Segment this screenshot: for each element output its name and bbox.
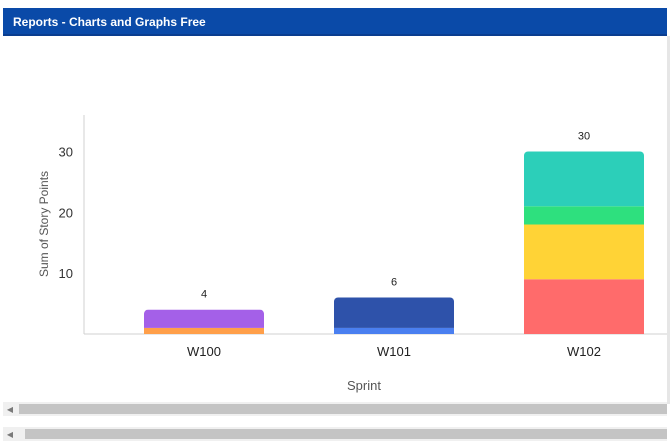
bar-stack-w100[interactable] bbox=[144, 309, 264, 334]
bar-stack-w101[interactable] bbox=[334, 297, 454, 335]
scrollbar-thumb[interactable] bbox=[19, 404, 667, 414]
bar-segment-w100-4[interactable] bbox=[144, 327, 264, 334]
x-tick-label: W100 bbox=[187, 344, 221, 359]
bar-group bbox=[144, 151, 644, 335]
scrollbar-thumb[interactable] bbox=[25, 429, 667, 439]
x-tick-label: W101 bbox=[377, 344, 411, 359]
bar-segment-w101-6[interactable] bbox=[334, 327, 454, 334]
horizontal-scrollbar-chart[interactable]: ◀ bbox=[3, 402, 667, 416]
y-tick-label: 30 bbox=[59, 145, 73, 160]
bar-segment-w102-3[interactable] bbox=[524, 151, 644, 207]
total-label-group: 4 6 30 bbox=[201, 131, 590, 301]
bar-segment-w102-0[interactable] bbox=[524, 279, 644, 334]
y-tick-label: 10 bbox=[59, 266, 73, 281]
y-tick-label: 20 bbox=[59, 205, 73, 220]
bar-total-label: 4 bbox=[201, 289, 207, 301]
bar-stack-w102[interactable] bbox=[524, 151, 644, 335]
y-axis-label: Sum of Story Points bbox=[37, 171, 51, 277]
y-tick-group: 10 20 30 bbox=[59, 145, 73, 282]
bar-total-label: 30 bbox=[578, 131, 590, 143]
bar-segment-w102-2[interactable] bbox=[524, 206, 644, 225]
window-right-edge bbox=[667, 36, 670, 404]
title-bar: Reports - Charts and Graphs Free bbox=[3, 8, 667, 36]
x-axis-label: Sprint bbox=[347, 378, 381, 393]
story-points-chart: 10 20 30 W100 W101 W102 4 6 30 Sum of Story Po… bbox=[37, 115, 667, 393]
window-title: Reports - Charts and Graphs Free bbox=[13, 15, 206, 29]
bar-total-label: 6 bbox=[391, 277, 397, 289]
bar-segment-w101-7[interactable] bbox=[334, 297, 454, 328]
bar-segment-w102-1[interactable] bbox=[524, 224, 644, 280]
scroll-left-arrow-icon[interactable]: ◀ bbox=[6, 404, 14, 414]
scroll-left-arrow-icon[interactable]: ◀ bbox=[6, 429, 14, 439]
bar-segment-w100-5[interactable] bbox=[144, 309, 264, 328]
x-tick-group: W100 W101 W102 bbox=[187, 344, 601, 359]
x-tick-label: W102 bbox=[567, 344, 601, 359]
horizontal-scrollbar-page[interactable]: ◀ bbox=[3, 427, 667, 441]
